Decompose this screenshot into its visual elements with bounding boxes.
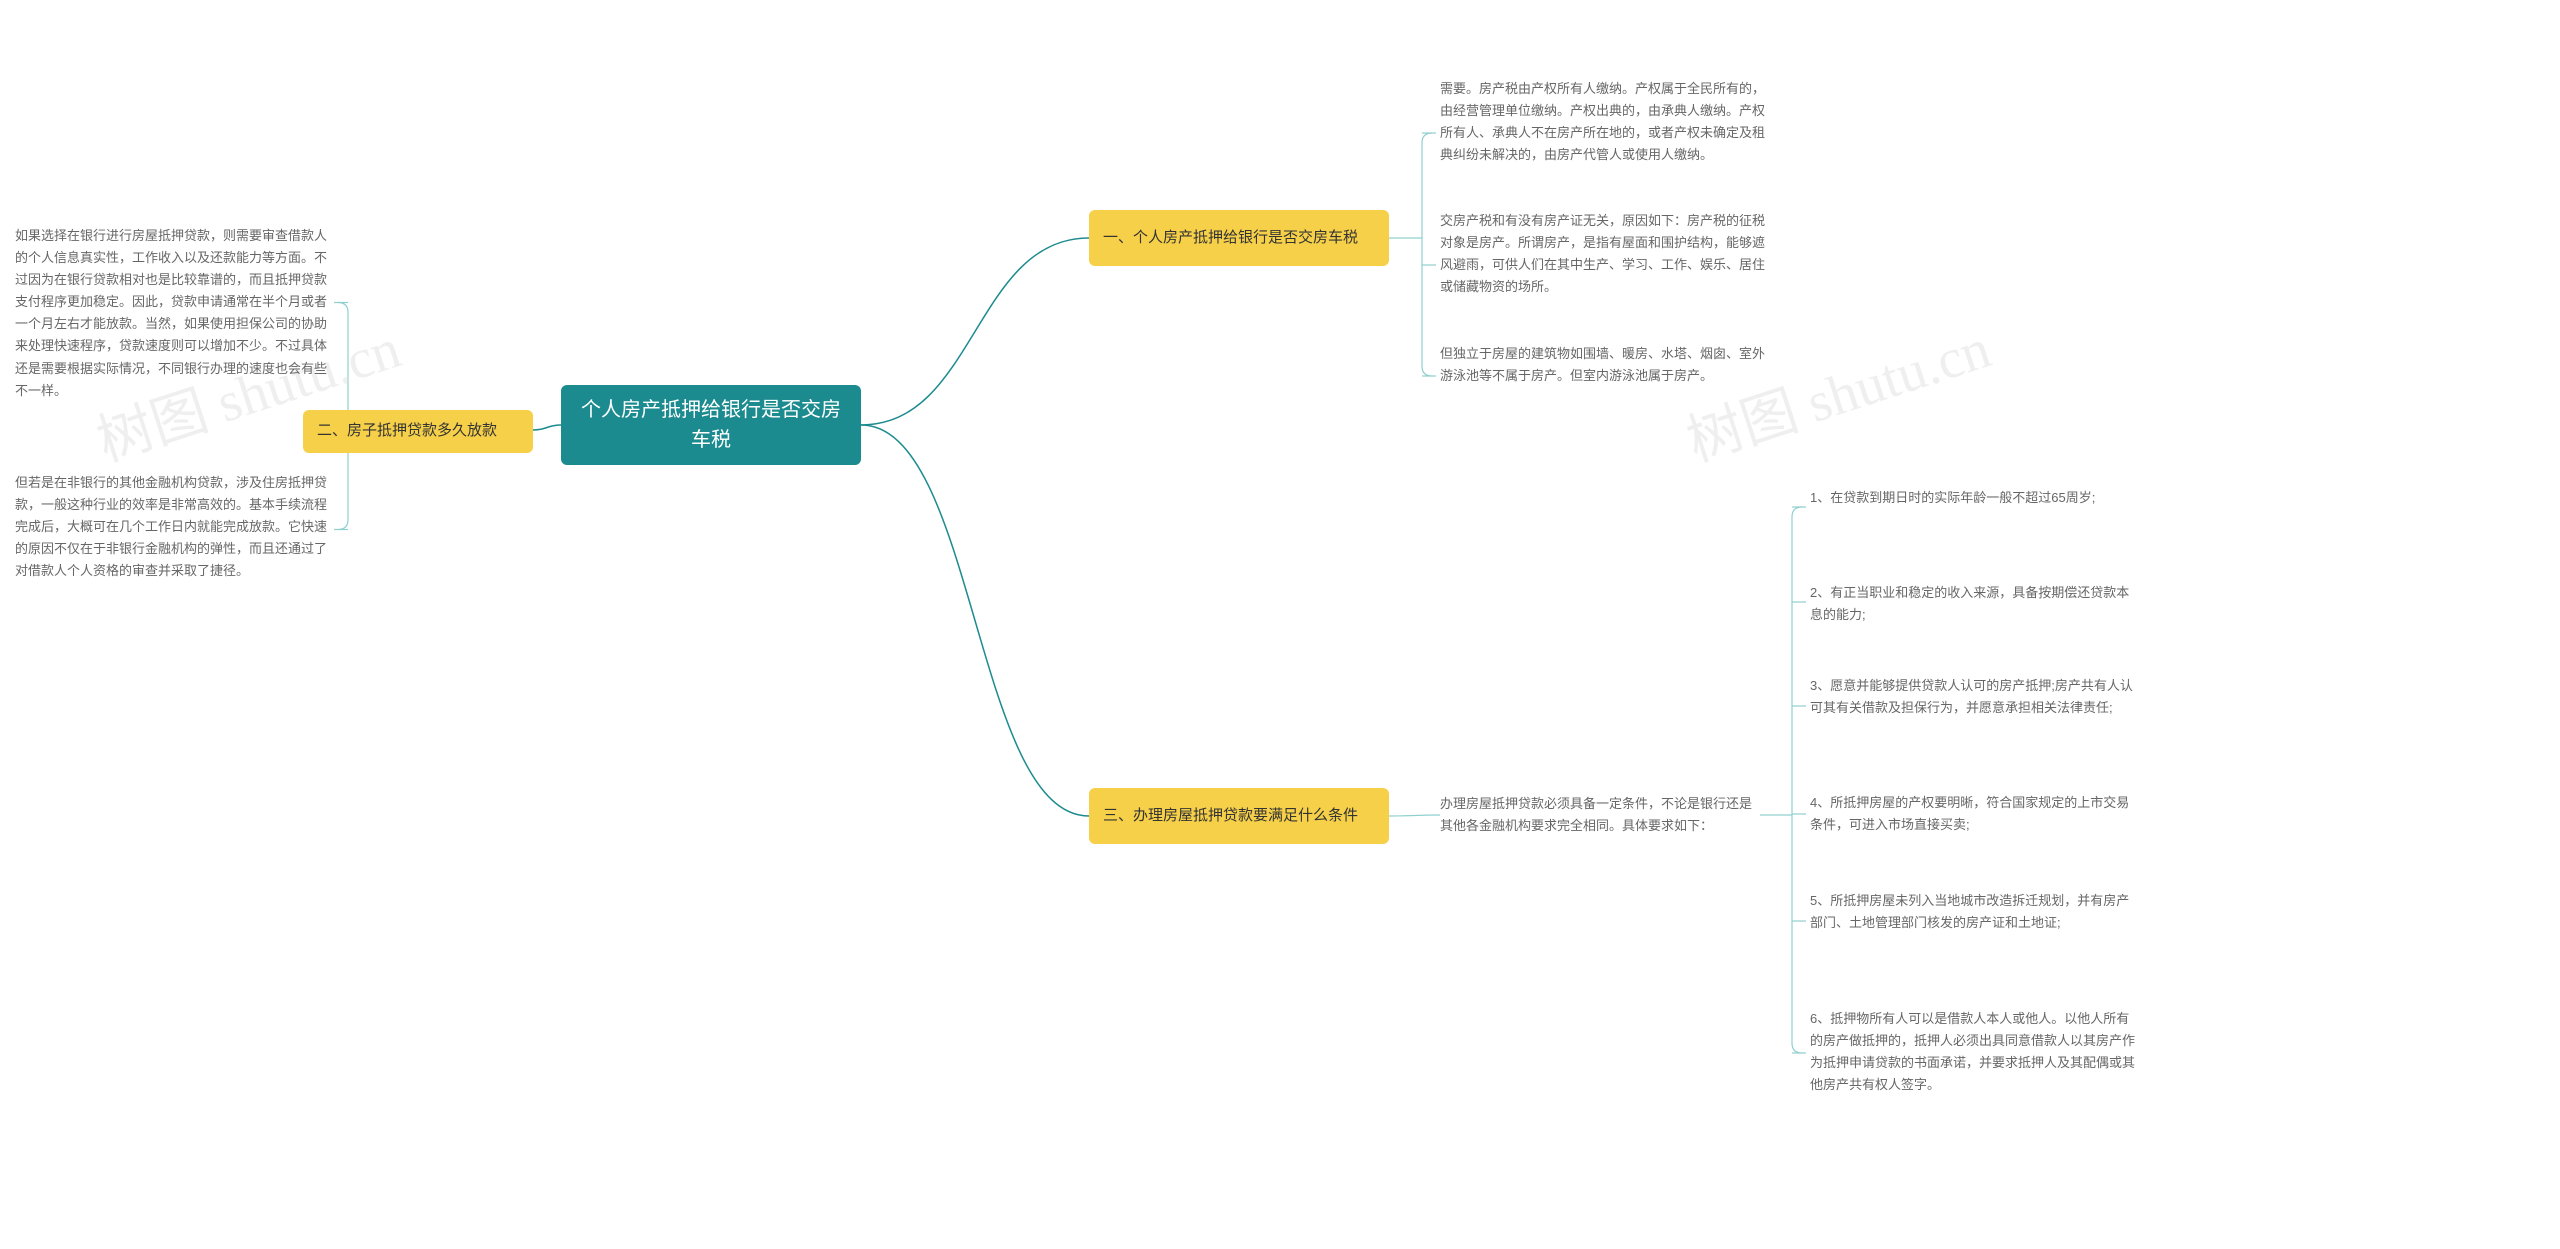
leaf-node: 但独立于房屋的建筑物如围墙、暖房、水塔、烟囱、室外游泳池等不属于房产。但室内游泳… [1440,343,1770,409]
branch-text: 一、个人房产抵押给银行是否交房车税 [1103,227,1358,250]
leaf-node: 1、在贷款到期日时的实际年龄一般不超过65周岁; [1810,487,2140,527]
branch-node-1: 一、个人房产抵押给银行是否交房车税 [1089,210,1389,266]
leaf-node: 2、有正当职业和稳定的收入来源，具备按期偿还贷款本息的能力; [1810,582,2140,626]
root-node: 个人房产抵押给银行是否交房车税 [561,385,861,465]
leaf-node: 办理房屋抵押贷款必须具备一定条件，不论是银行还是其他各金融机构要求完全相同。具体… [1440,793,1760,837]
leaf-node: 交房产税和有没有房产证无关，原因如下：房产税的征税对象是房产。所谓房产，是指有屋… [1440,210,1770,320]
leaf-node: 如果选择在银行进行房屋抵押贷款，则需要审查借款人的个人信息真实性，工作收入以及还… [15,225,330,402]
leaf-node: 但若是在非银行的其他金融机构贷款，涉及住房抵押贷款，一般这种行业的效率是非常高效… [15,472,330,587]
branch-text: 三、办理房屋抵押贷款要满足什么条件 [1103,805,1358,828]
branch-node-3: 三、办理房屋抵押贷款要满足什么条件 [1089,788,1389,844]
root-text: 个人房产抵押给银行是否交房车税 [581,395,841,455]
leaf-node: 3、愿意并能够提供贷款人认可的房产抵押;房产共有人认可其有关借款及担保行为，并愿… [1810,675,2140,737]
leaf-node: 5、所抵押房屋未列入当地城市改造拆迁规划，并有房产部门、土地管理部门核发的房产证… [1810,890,2140,952]
leaf-node: 需要。房产税由产权所有人缴纳。产权属于全民所有的，由经营管理单位缴纳。产权出典的… [1440,78,1770,188]
branch-text: 二、房子抵押贷款多久放款 [317,420,497,443]
connector-layer [0,0,2560,1249]
leaf-node: 4、所抵押房屋的产权要明晰，符合国家规定的上市交易条件，可进入市场直接买卖; [1810,792,2140,836]
leaf-node: 6、抵押物所有人可以是借款人本人或他人。以他人所有的房产做抵押的，抵押人必须出具… [1810,1008,2140,1098]
branch-node-2: 二、房子抵押贷款多久放款 [303,410,533,453]
